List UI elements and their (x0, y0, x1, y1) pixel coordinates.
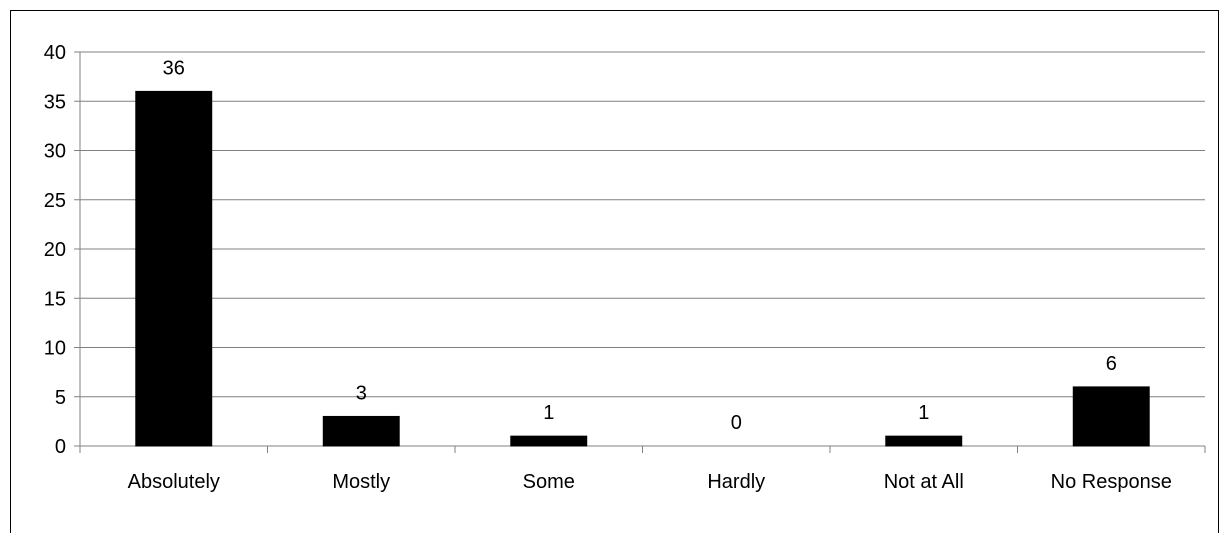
y-tick-label: 20 (44, 239, 66, 261)
bar-mostly (322, 415, 400, 447)
gridlines (80, 51, 1205, 398)
data-label: 1 (918, 402, 929, 424)
y-tick-label: 35 (44, 91, 66, 113)
labels: 051015202530354036Absolutely3Mostly1Some… (44, 42, 1172, 493)
y-tick-label: 15 (44, 288, 66, 310)
bar-some (510, 435, 588, 447)
x-tick-label: Some (523, 471, 575, 493)
x-tick-label: Mostly (332, 471, 390, 493)
x-tick-label: Hardly (707, 471, 765, 493)
data-label: 1 (543, 402, 554, 424)
y-tick-label: 40 (44, 42, 66, 64)
bar-no-response (1072, 386, 1150, 447)
x-tick-label: Absolutely (128, 471, 220, 493)
y-tick-label: 10 (44, 338, 66, 360)
data-label: 6 (1106, 353, 1117, 375)
data-label: 36 (163, 57, 185, 79)
data-label: 0 (731, 412, 742, 434)
data-label: 3 (356, 382, 367, 404)
y-tick-label: 30 (44, 141, 66, 163)
x-tick-label: Not at All (884, 471, 964, 493)
bar-not-at-all (885, 435, 963, 447)
bar-absolutely (135, 90, 213, 447)
y-tick-label: 25 (44, 190, 66, 212)
y-tick-label: 0 (55, 436, 66, 458)
y-tick-label: 5 (55, 387, 66, 409)
axes (74, 51, 1206, 453)
x-tick-label: No Response (1051, 471, 1172, 493)
bars (135, 90, 1150, 447)
